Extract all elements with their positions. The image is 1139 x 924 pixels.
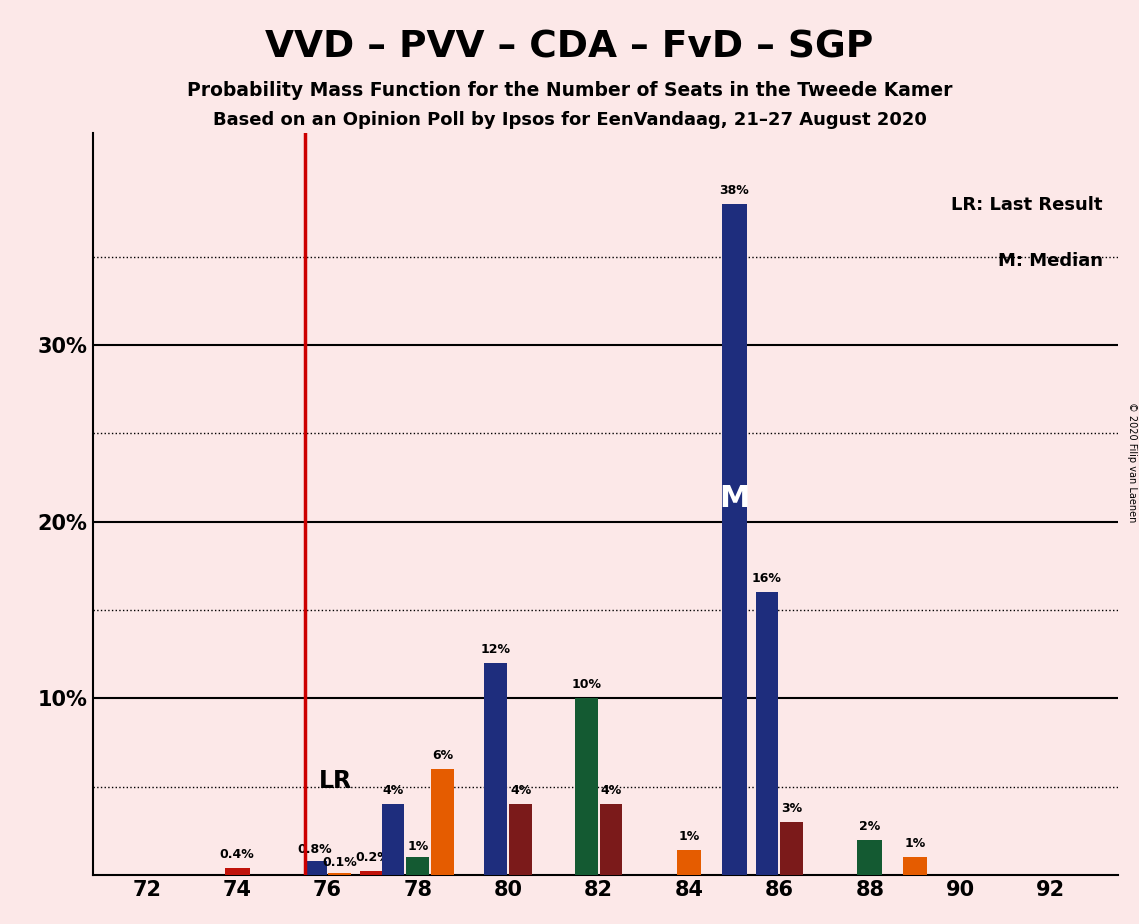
Text: VVD – PVV – CDA – FvD – SGP: VVD – PVV – CDA – FvD – SGP xyxy=(265,30,874,66)
Text: 16%: 16% xyxy=(752,572,781,585)
Bar xyxy=(382,804,404,875)
Text: LR: Last Result: LR: Last Result xyxy=(951,196,1103,214)
Text: 4%: 4% xyxy=(600,784,622,797)
Text: 4%: 4% xyxy=(383,784,403,797)
Bar xyxy=(509,804,532,875)
Text: 3%: 3% xyxy=(781,802,802,815)
Text: 0.8%: 0.8% xyxy=(297,844,333,857)
Bar xyxy=(599,804,623,875)
Text: 4%: 4% xyxy=(510,784,531,797)
Bar xyxy=(722,204,747,875)
Bar xyxy=(780,822,803,875)
Text: 0.4%: 0.4% xyxy=(220,848,254,861)
Bar xyxy=(575,699,598,875)
Bar xyxy=(360,871,385,875)
Bar xyxy=(224,868,249,875)
Text: 0.2%: 0.2% xyxy=(355,851,390,864)
Text: © 2020 Filip van Laenen: © 2020 Filip van Laenen xyxy=(1128,402,1137,522)
Text: 0.1%: 0.1% xyxy=(322,856,358,869)
Text: Based on an Opinion Poll by Ipsos for EenVandaag, 21–27 August 2020: Based on an Opinion Poll by Ipsos for Ee… xyxy=(213,111,926,128)
Text: 10%: 10% xyxy=(571,678,601,691)
Bar xyxy=(858,840,883,875)
Text: 38%: 38% xyxy=(720,184,749,197)
Bar xyxy=(484,663,507,875)
Bar xyxy=(304,861,327,875)
Bar xyxy=(432,769,454,875)
Bar xyxy=(755,592,778,875)
Text: 6%: 6% xyxy=(432,748,453,762)
Bar xyxy=(677,850,702,875)
Text: 12%: 12% xyxy=(481,643,510,656)
Bar xyxy=(902,857,927,875)
Text: 1%: 1% xyxy=(904,837,926,850)
Text: Probability Mass Function for the Number of Seats in the Tweede Kamer: Probability Mass Function for the Number… xyxy=(187,81,952,101)
Text: LR: LR xyxy=(319,770,352,794)
Text: M: M xyxy=(719,484,749,513)
Text: 1%: 1% xyxy=(408,840,428,853)
Text: M: Median: M: Median xyxy=(998,252,1103,270)
Bar xyxy=(407,857,429,875)
Text: 1%: 1% xyxy=(679,830,699,843)
Bar xyxy=(328,873,351,875)
Text: 2%: 2% xyxy=(859,820,880,833)
